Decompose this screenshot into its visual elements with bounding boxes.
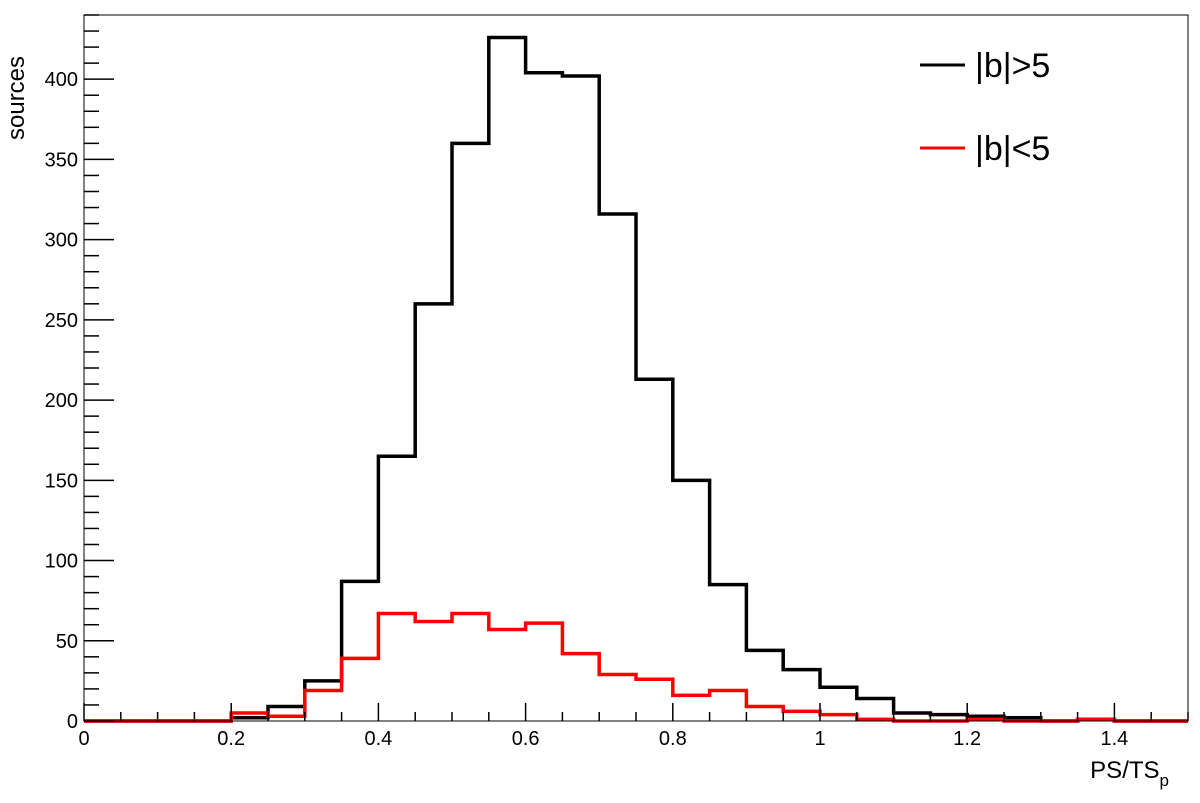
y-tick-label: 50 [56,631,78,653]
x-tick-label: 1.4 [1100,728,1128,750]
x-tick-label: 0.4 [364,728,392,750]
y-tick-label: 200 [45,390,78,412]
y-tick-label: 350 [45,149,78,171]
x-axis-title-main: PS/TS [1090,757,1159,784]
y-tick-label: 0 [67,711,78,733]
y-tick-label: 250 [45,310,78,332]
series-1-histogram-line [84,611,1188,723]
ticks-layer: 0 0.2 0.4 0.6 0.8 1 1.2 1.4 0 50 100 150 200 250 300 35… [45,14,1189,750]
x-axis-title-subscript: p [1160,771,1169,790]
y-tick-label: 100 [45,551,78,573]
x-tick-label: 1 [814,728,825,750]
x-tick-label: 0.8 [659,728,687,750]
legend: |b|>5 |b|<5 [920,47,1050,168]
y-tick-label: 300 [45,230,78,252]
x-tick-label: 0 [78,728,89,750]
y-tick-label: 150 [45,470,78,492]
y-tick-label: 400 [45,69,78,91]
x-tick-label: 0.6 [512,728,540,750]
legend-label-b-gt-5: |b|>5 [975,47,1050,85]
y-axis-title: sources [3,56,30,140]
series-0-histogram-line [84,35,1188,723]
series-layer [84,35,1188,723]
legend-label-b-lt-5: |b|<5 [975,130,1050,168]
x-tick-label: 1.2 [953,728,981,750]
x-axis-title: PS/TSp [1090,757,1169,790]
x-tick-label: 0.2 [217,728,245,750]
